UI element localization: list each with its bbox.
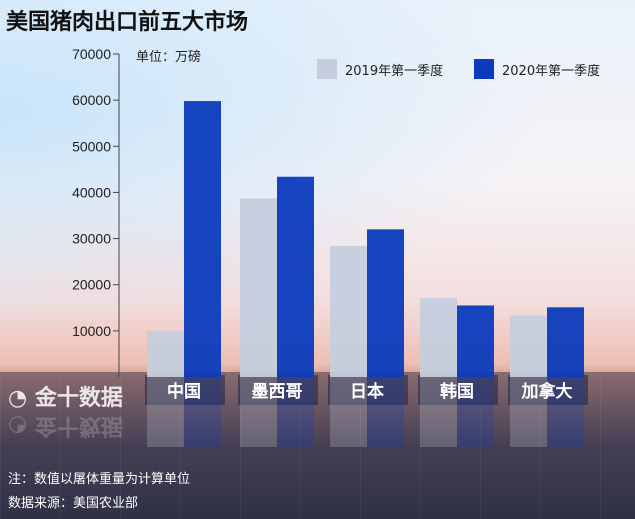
y-tick-label: 70000 — [72, 46, 111, 62]
category-band — [328, 375, 408, 405]
bar-2019 — [510, 315, 547, 377]
legend-swatch — [474, 59, 494, 79]
bar-2020 — [457, 305, 494, 377]
y-tick-label: 40000 — [72, 184, 111, 200]
legend-swatch — [317, 59, 337, 79]
bar-2020 — [367, 229, 404, 377]
note: 注：数值以屠体重量为计算单位 — [8, 472, 191, 487]
y-tick-label: 20000 — [72, 277, 111, 293]
bar-reflection — [330, 377, 367, 447]
category-band — [145, 375, 225, 405]
legend-2019: 2019年第一季度 — [317, 59, 443, 79]
legend-label: 2020年第一季度 — [502, 63, 601, 79]
bar-reflection — [420, 377, 457, 447]
bar-2019 — [420, 298, 457, 377]
bar-2020 — [277, 176, 314, 377]
bar-2020 — [547, 307, 584, 377]
category-label: 加拿大 — [521, 381, 573, 402]
bar-2019 — [330, 245, 367, 377]
bar-reflection — [547, 377, 584, 447]
bar-2019 — [240, 198, 277, 377]
y-tick-label: 50000 — [72, 138, 111, 154]
chart-title: 美国猪肉出口前五大市场 — [6, 10, 249, 35]
category-band — [238, 375, 318, 405]
category-label: 日本 — [350, 381, 384, 402]
category-label: 韩国 — [440, 381, 474, 402]
bar-reflection — [367, 377, 404, 447]
bar-reflection — [184, 377, 221, 447]
legend-label: 2019年第一季度 — [345, 63, 444, 79]
bar-reflection — [277, 377, 314, 447]
unit-label: 单位：万磅 — [136, 50, 202, 65]
category-band — [508, 375, 588, 405]
legend-2020: 2020年第一季度 — [474, 59, 600, 79]
bar-reflection — [510, 377, 547, 447]
watermark-logo: ◔ 金十数据 — [8, 386, 123, 411]
y-tick-label: 10000 — [72, 323, 111, 339]
bar-reflection — [457, 377, 494, 447]
bar-reflection — [147, 377, 184, 447]
y-tick-label: 30000 — [72, 231, 111, 247]
bar-2020 — [184, 101, 221, 378]
bar-reflection — [240, 377, 277, 447]
category-band — [418, 375, 498, 405]
bar-2019 — [147, 330, 184, 377]
category-label: 墨西哥 — [252, 382, 303, 402]
source: 数据来源：美国农业部 — [8, 496, 139, 511]
category-label: 中国 — [167, 381, 201, 402]
y-tick-label: 60000 — [72, 92, 111, 108]
